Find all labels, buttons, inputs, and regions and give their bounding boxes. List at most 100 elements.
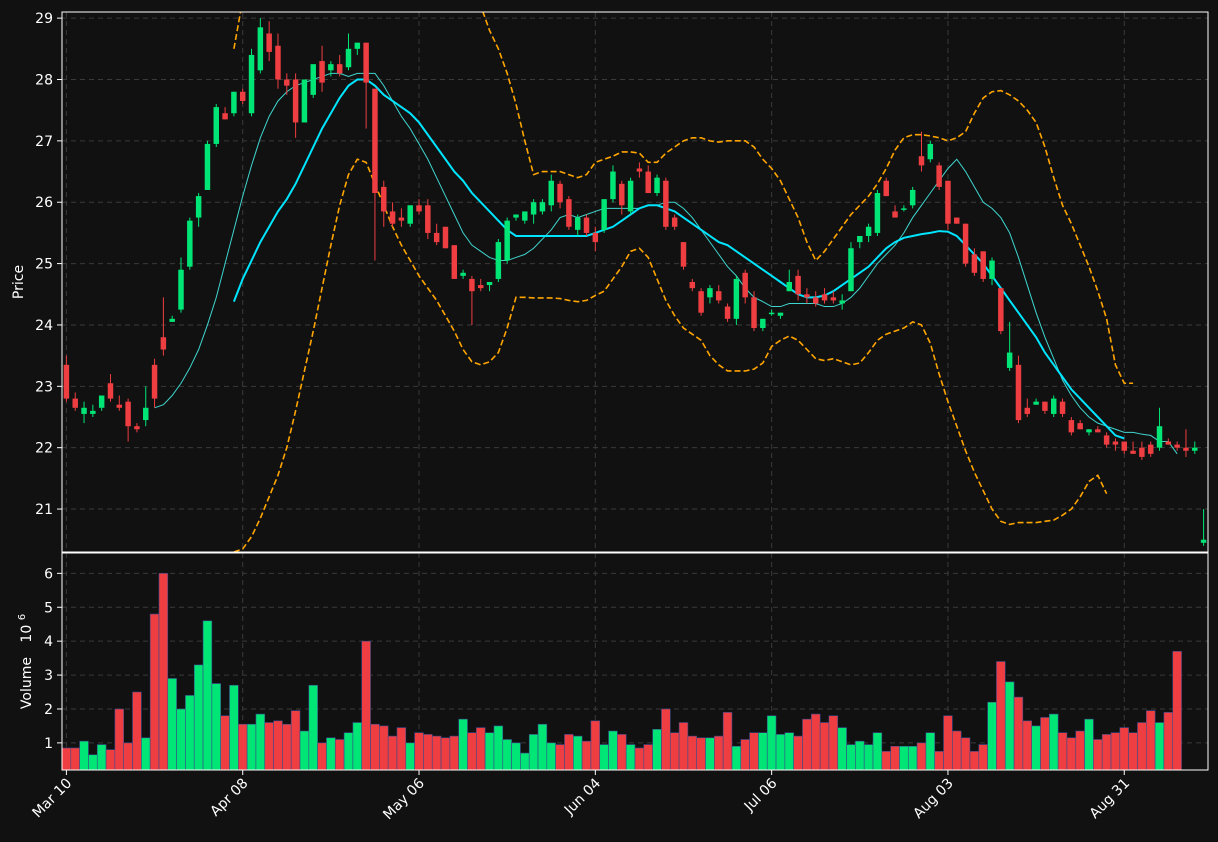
candle — [213, 104, 220, 147]
candle — [1024, 398, 1031, 417]
candle-body — [689, 282, 696, 289]
price-panel-frame — [61, 11, 1209, 553]
volume-bar — [220, 715, 230, 770]
candle-body — [231, 91, 237, 114]
volume-bar — [899, 745, 909, 770]
candle-body — [610, 171, 616, 200]
candle — [275, 33, 281, 89]
candle-body — [381, 186, 387, 212]
candle — [716, 285, 722, 304]
candle-body — [98, 395, 105, 408]
candle-body — [442, 226, 449, 249]
candle — [610, 165, 616, 203]
candle — [1147, 441, 1154, 457]
volume-bar — [502, 739, 512, 770]
candle — [451, 245, 458, 279]
price-tick-label: 27 — [35, 134, 53, 150]
candle — [416, 199, 422, 215]
candle — [812, 291, 819, 307]
candle — [742, 269, 748, 304]
candle — [1165, 438, 1172, 445]
candle — [460, 269, 466, 279]
candle — [143, 386, 149, 427]
candle-body — [539, 202, 546, 212]
candle-body — [407, 205, 413, 224]
volume-bar — [1101, 734, 1112, 770]
candle — [239, 88, 246, 105]
candle — [980, 251, 986, 282]
candle-body — [901, 208, 907, 210]
candle — [98, 395, 105, 411]
candle — [698, 288, 704, 316]
volume-bar — [343, 732, 354, 770]
volume-bar — [590, 720, 601, 770]
candle — [601, 199, 607, 233]
volume-bar — [978, 744, 988, 770]
candle — [301, 79, 308, 123]
candle — [134, 423, 140, 433]
candle — [1068, 417, 1075, 436]
volume-bar — [467, 732, 477, 770]
volume-axis-scale-base: 10 — [19, 625, 35, 643]
volume-bar — [1075, 730, 1085, 770]
candle-body — [336, 64, 343, 74]
candle-body — [134, 426, 140, 430]
candle — [248, 48, 255, 117]
candle-body — [239, 91, 246, 101]
candle-body — [795, 275, 801, 295]
volume-bar — [731, 745, 742, 770]
volume-bar — [705, 737, 715, 770]
volume-bar — [1119, 727, 1129, 770]
candle — [1042, 401, 1048, 414]
volume-bar — [282, 723, 292, 770]
candle — [927, 140, 934, 163]
candle-body — [301, 79, 308, 123]
volume-bar — [238, 723, 248, 770]
candle-body — [187, 220, 193, 267]
candle — [566, 196, 572, 230]
candle — [257, 18, 264, 74]
candle — [222, 107, 228, 120]
candle — [125, 398, 131, 442]
volume-bar — [952, 730, 962, 770]
volume-bar — [934, 751, 944, 770]
candle-body — [345, 48, 352, 68]
candle — [363, 42, 369, 129]
volume-bar — [987, 701, 997, 770]
candle — [372, 88, 378, 261]
candle-body — [857, 235, 863, 243]
candle — [865, 223, 872, 243]
candle-body — [839, 300, 845, 304]
candle — [310, 64, 316, 98]
candle — [178, 257, 184, 313]
bollinger-bands — [233, 12, 1134, 552]
candle-body — [151, 364, 158, 399]
volume-bar — [105, 749, 116, 770]
candle — [425, 199, 431, 240]
volume-bar — [1145, 710, 1156, 770]
volume-bar — [625, 744, 636, 770]
bollinger-lower-line — [233, 158, 1108, 552]
volume-bar — [872, 732, 883, 770]
volume-bar — [969, 751, 980, 770]
price-tick-label: 28 — [35, 73, 53, 89]
volume-bar — [996, 661, 1006, 770]
volume-axis-label-text: Volume — [19, 657, 35, 709]
volume-bar — [546, 742, 556, 770]
volume-bar — [608, 730, 618, 770]
candle — [574, 214, 581, 236]
candle — [469, 275, 475, 325]
candle-body — [557, 183, 563, 203]
candle — [63, 355, 70, 402]
candle — [1015, 355, 1022, 424]
candle-body — [989, 260, 995, 279]
candle-body — [319, 61, 325, 83]
candle-body — [398, 217, 405, 221]
volume-bar — [846, 744, 856, 770]
candle — [1156, 407, 1163, 451]
volume-bar — [881, 751, 891, 770]
candle — [954, 217, 960, 224]
candle-body — [636, 168, 643, 172]
candle — [319, 45, 325, 92]
candle-body — [248, 54, 255, 114]
